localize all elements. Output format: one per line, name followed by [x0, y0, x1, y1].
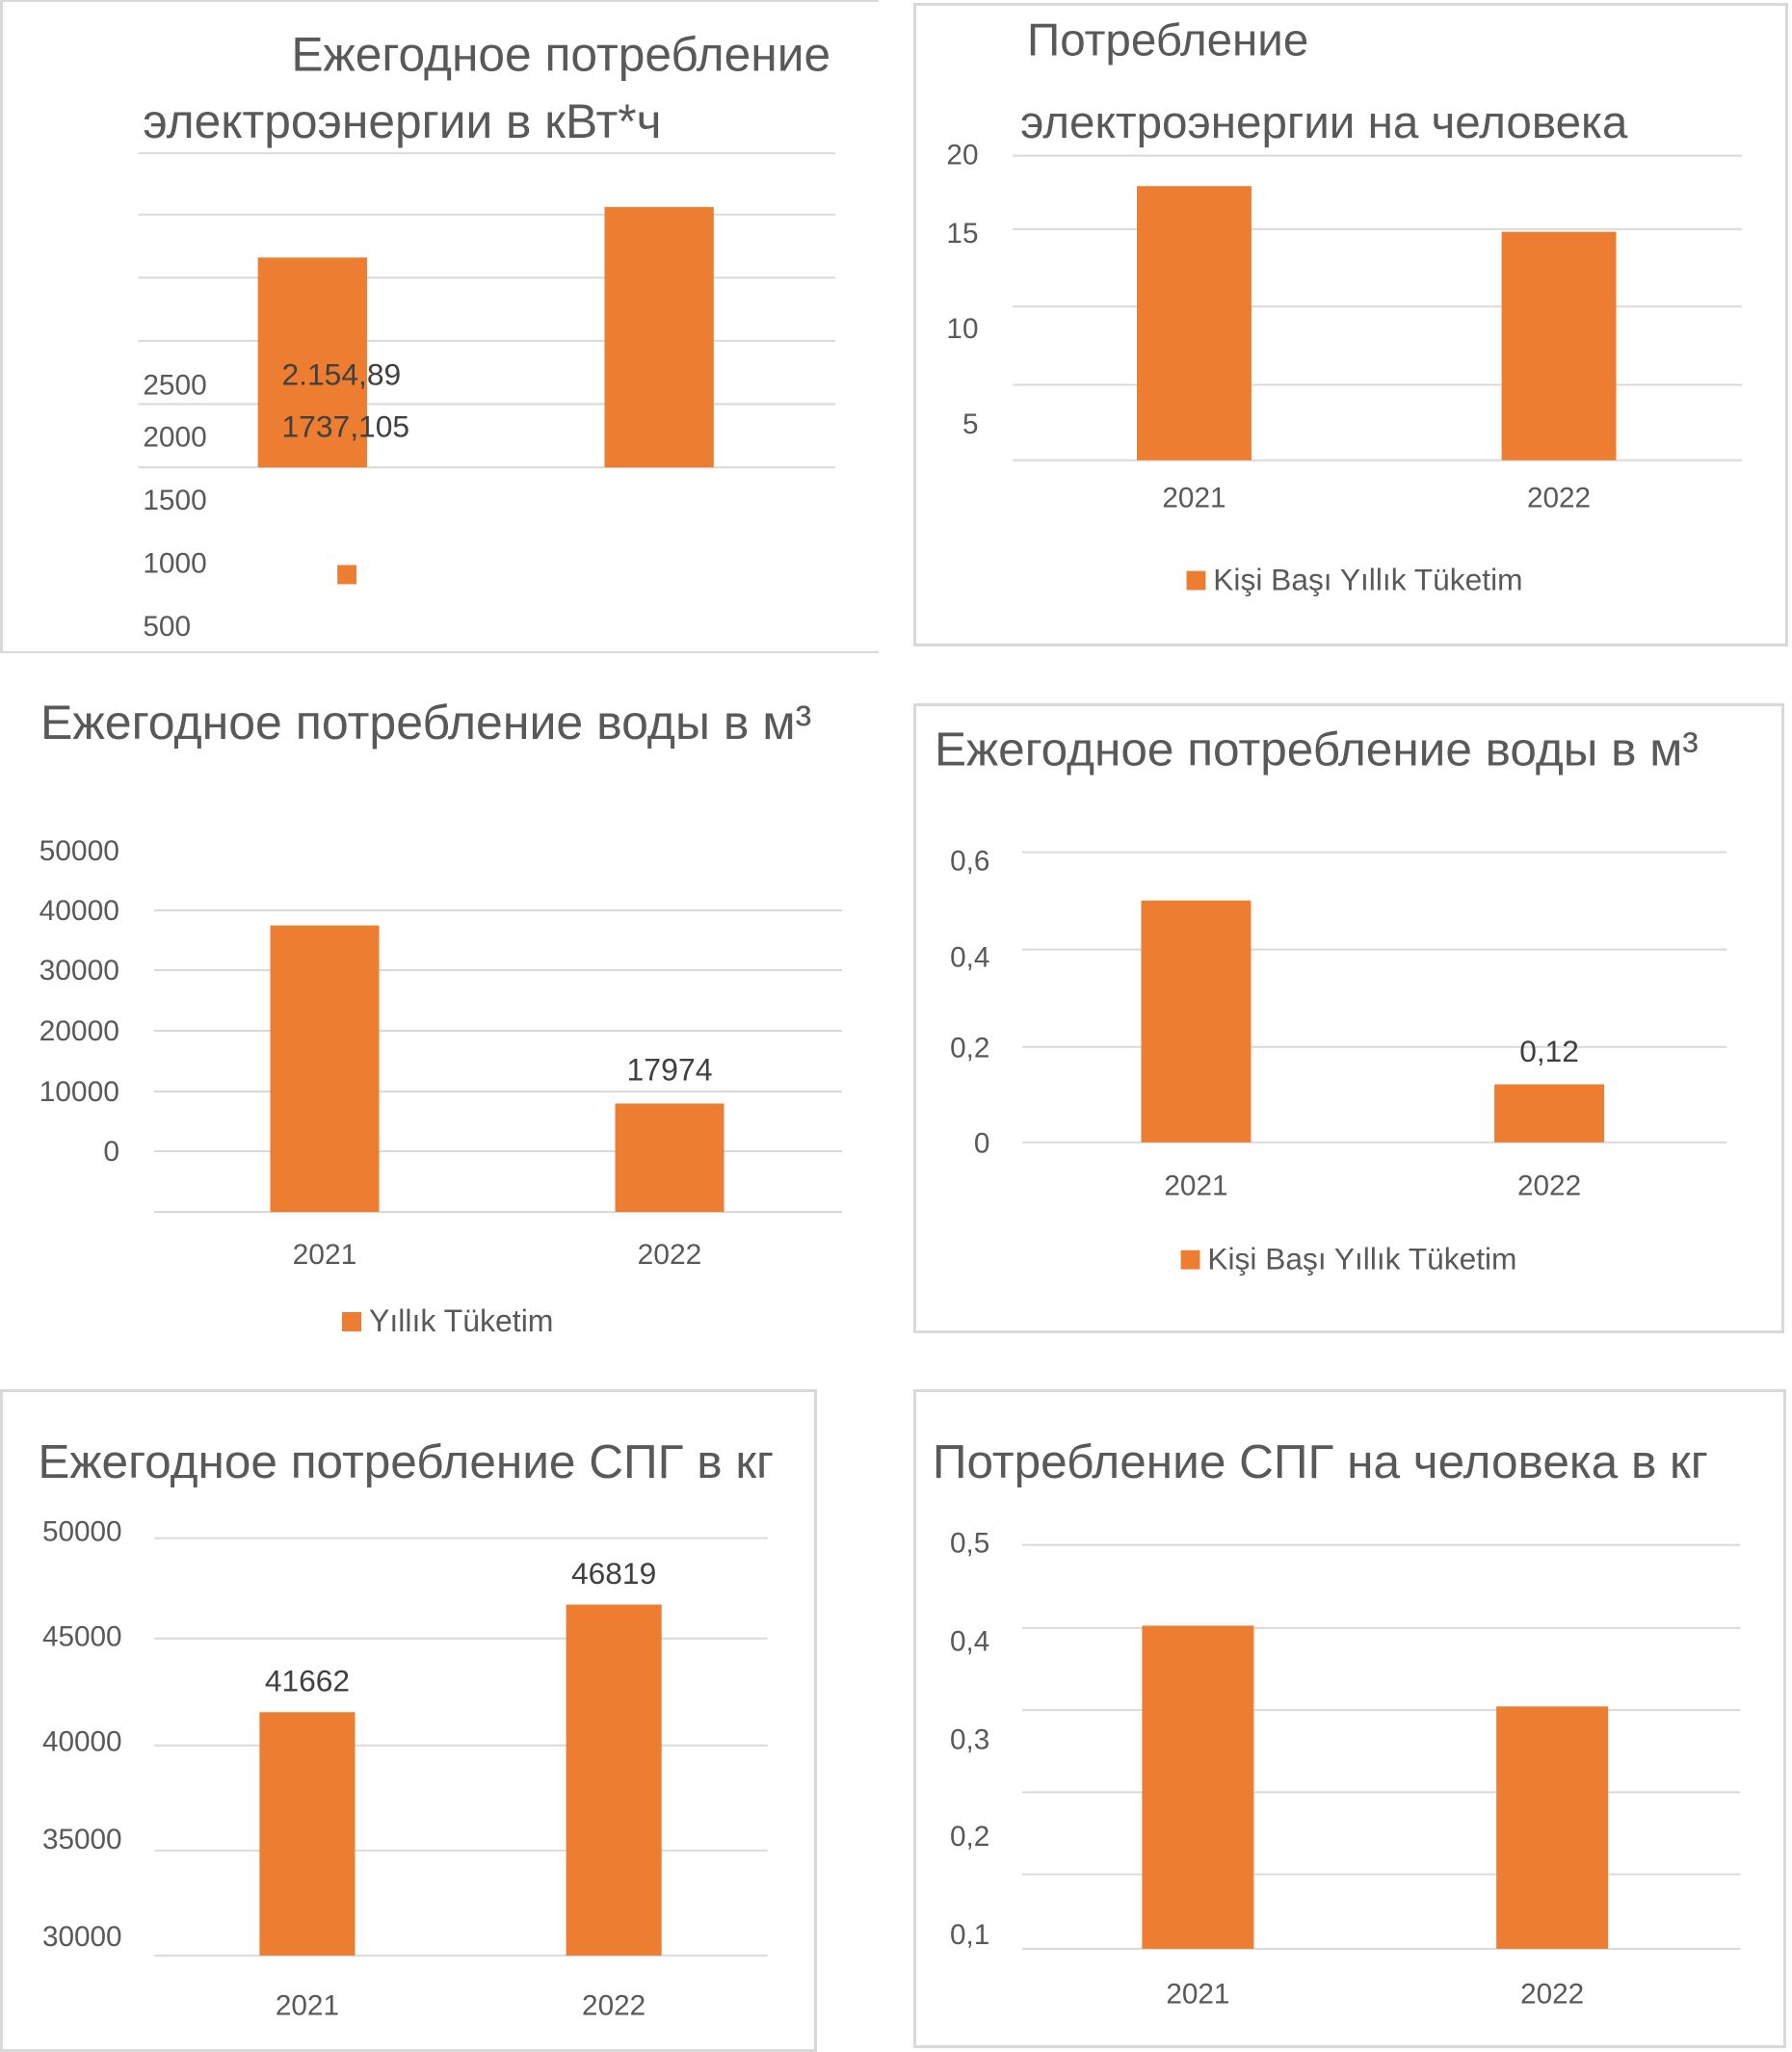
x-category-label: 2022: [1517, 1170, 1581, 1201]
bar-2022: [1496, 1706, 1609, 1949]
y-tick-label: 0,3: [950, 1724, 989, 1756]
chart-electricity-annual-svg: Ежегодное потребление электроэнергии в кВ…: [138, 28, 836, 643]
bar-2022: [566, 1604, 662, 1956]
y-tick-label: 0,1: [950, 1919, 989, 1951]
y-tick-label: 45000: [42, 1621, 122, 1653]
y-tick-label: 0,4: [950, 1626, 989, 1658]
y-tick-label: 50000: [40, 835, 119, 867]
data-label: 1737,105: [281, 408, 409, 443]
chart-water-annual: Ежегодное потребление воды в м³ 50000 4000…: [0, 679, 877, 1338]
chart-title: Ежегодное потребление СПГ в кг: [38, 1434, 774, 1488]
legend-swatch: [1186, 570, 1206, 591]
x-category-label: 2022: [1527, 482, 1591, 513]
chart-title: Ежегодное потребление воды в м³: [935, 723, 1699, 776]
y-tick-label: 0,4: [950, 941, 989, 973]
chart-title: Потребление: [1027, 15, 1308, 66]
chart-water-per-person-svg: Ежегодное потребление воды в м³ 0,6 0,4 0,2…: [935, 723, 1727, 1276]
y-tick-label: 40000: [40, 895, 119, 927]
legend-label: Kişi Başı Yıllık Tüketim: [1207, 1242, 1516, 1276]
chart-title: Ежегодное потребление: [291, 28, 830, 82]
y-tick-label: 0,2: [950, 1821, 989, 1853]
x-category-label: 2021: [276, 1989, 339, 2021]
y-tick-label: 40000: [42, 1726, 122, 1758]
y-tick-label: 0,6: [950, 845, 989, 877]
y-tick-label: 10000: [40, 1076, 119, 1108]
data-label: 41662: [265, 1663, 350, 1697]
bar-2022: [604, 206, 714, 468]
y-tick-label: 0,2: [950, 1033, 989, 1065]
x-category-label: 2021: [1166, 1978, 1229, 2010]
legend-swatch: [337, 565, 357, 585]
chart-lng-annual-svg: Ежегодное потребление СПГ в кг 50000 45000…: [38, 1434, 774, 2021]
legend-swatch: [342, 1312, 361, 1331]
chart-title: электроэнергии на человека: [1020, 97, 1628, 148]
x-category-label: 2022: [638, 1239, 702, 1271]
y-tick-label: 35000: [42, 1824, 122, 1855]
x-category-label: 2022: [1520, 1978, 1584, 2010]
bar-2022: [615, 1103, 725, 1212]
data-label: 0,12: [1519, 1034, 1579, 1068]
bar-2021: [259, 1712, 356, 1956]
legend-label: Kişi Başı Yıllık Tüketim: [1213, 563, 1522, 597]
chart-title: Потребление СПГ на человека в кг: [933, 1434, 1708, 1488]
bar-2021: [1141, 900, 1252, 1143]
data-label: 2.154,89: [281, 357, 401, 392]
x-category-label: 2022: [582, 1989, 646, 2021]
bar-2022: [1501, 231, 1617, 460]
y-tick-label: 30000: [40, 955, 119, 987]
y-tick-label: 2500: [143, 370, 206, 402]
x-category-label: 2021: [1162, 482, 1225, 513]
y-tick-label: 2000: [143, 421, 206, 453]
y-tick-label: 0: [974, 1128, 990, 1160]
y-tick-label: 50000: [42, 1516, 122, 1548]
data-label: 17974: [627, 1052, 713, 1087]
chart-title: электроэнергии в кВт*ч: [143, 94, 661, 148]
bar-2021: [1137, 186, 1252, 460]
chart-title: Ежегодное потребление воды в м³: [40, 696, 811, 750]
y-tick-label: 1500: [143, 485, 206, 516]
data-label: 46819: [571, 1556, 656, 1591]
bar-2022: [1494, 1084, 1605, 1143]
bar-2021: [257, 257, 367, 468]
y-tick-label: 15: [946, 218, 978, 250]
y-tick-label: 1000: [143, 547, 206, 579]
chart-electricity-annual: Ежегодное потребление электроэнергии в кВ…: [0, 0, 879, 653]
x-category-label: 2021: [1164, 1170, 1227, 1201]
y-tick-label: 20000: [40, 1015, 119, 1047]
bar-2021: [270, 925, 380, 1212]
chart-electricity-per-person-svg: Потребление электроэнергии на человека 20 1…: [946, 15, 1743, 597]
chart-lng-per-person-svg: Потребление СПГ на человека в кг 0,5 0,4 0,…: [933, 1434, 1741, 2010]
y-tick-label: 20: [946, 140, 978, 171]
y-tick-label: 0,5: [950, 1528, 989, 1560]
y-tick-label: 500: [143, 611, 191, 643]
y-tick-label: 0: [103, 1136, 119, 1168]
y-tick-label: 10: [946, 313, 978, 345]
bar-2021: [1142, 1625, 1254, 1949]
chart-water-annual-svg: Ежегодное потребление воды в м³ 50000 4000…: [40, 696, 842, 1338]
chart-water-per-person: Ежегодное потребление воды в м³ 0,6 0,4 0,2…: [913, 703, 1784, 1333]
chart-lng-per-person: Потребление СПГ на человека в кг 0,5 0,4 0,…: [913, 1389, 1786, 2048]
y-tick-label: 5: [962, 408, 979, 440]
legend-swatch: [1180, 1250, 1200, 1270]
y-tick-label: 30000: [42, 1921, 122, 1953]
x-category-label: 2021: [293, 1239, 357, 1271]
chart-electricity-per-person: Потребление электроэнергии на человека 20 1…: [913, 3, 1788, 646]
chart-lng-annual: Ежегодное потребление СПГ в кг 50000 45000…: [0, 1389, 817, 2052]
legend-label: Yıllık Tüketim: [369, 1303, 553, 1338]
